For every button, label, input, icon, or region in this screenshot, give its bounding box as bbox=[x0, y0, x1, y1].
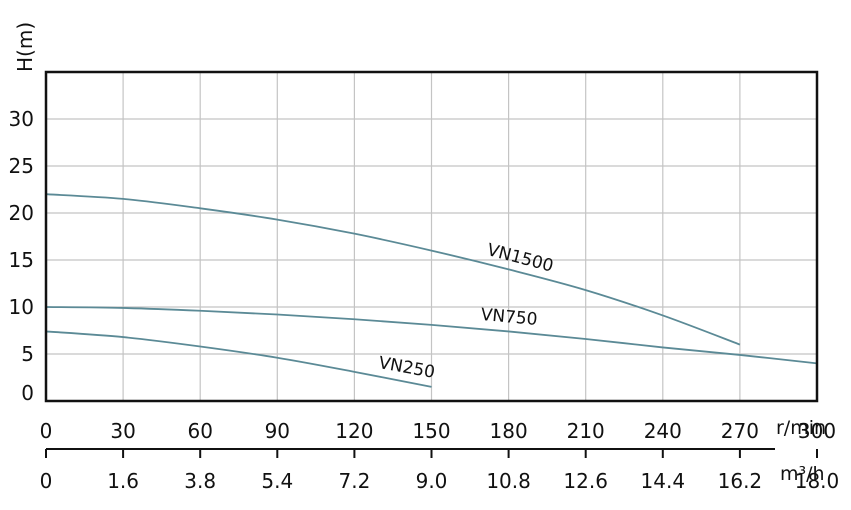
y-tick-label: 25 bbox=[9, 154, 34, 178]
curve-label-vn1500: VN1500 bbox=[485, 240, 555, 276]
y-tick-label: 5 bbox=[21, 342, 34, 366]
x-tick-label-flow: 14.4 bbox=[641, 469, 686, 493]
x-tick-label-flow: 7.2 bbox=[338, 469, 370, 493]
x-tick-label-rpm: 120 bbox=[335, 419, 373, 443]
x-tick-label-rpm: 180 bbox=[490, 419, 528, 443]
x-tick-label-flow: 16.2 bbox=[718, 469, 763, 493]
x-tick-label-rpm: 90 bbox=[265, 419, 290, 443]
x-tick-label-flow: 18.0 bbox=[795, 469, 840, 493]
plot-frame bbox=[44, 70, 819, 403]
y-tick-label: 10 bbox=[9, 295, 34, 319]
pump-curves bbox=[45, 193, 818, 388]
curve-vn750 bbox=[45, 306, 818, 365]
x-tick-label-rpm: 30 bbox=[110, 419, 135, 443]
curve-label-vn750: VN750 bbox=[480, 305, 538, 330]
x-tick-label-rpm: 240 bbox=[644, 419, 682, 443]
x-tick-label-rpm: 0 bbox=[40, 419, 53, 443]
x-axis-rpm-unit: r/min bbox=[776, 417, 826, 439]
x-tick-label-rpm: 60 bbox=[187, 419, 212, 443]
x-axis-rpm-ticks: 0 30 60 90 120 150 180 210 240 270 300 bbox=[40, 419, 836, 443]
y-tick-label: 15 bbox=[9, 248, 34, 272]
x-tick-label-rpm: 300 bbox=[798, 419, 836, 443]
curve-vn1500 bbox=[45, 193, 741, 346]
x-tick-label-flow: 1.6 bbox=[107, 469, 139, 493]
x-tick-label-rpm: 210 bbox=[567, 419, 605, 443]
x-tick-label-flow: 10.8 bbox=[486, 469, 531, 493]
x-tick-label-flow: 3.8 bbox=[184, 469, 216, 493]
x-tick-label-flow: 9.0 bbox=[416, 469, 448, 493]
y-axis-ticks: 0 5 10 15 20 25 30 bbox=[9, 107, 34, 405]
y-tick-label: 20 bbox=[9, 201, 34, 225]
y-tick-label: 0 bbox=[21, 381, 34, 405]
y-tick-label: 30 bbox=[9, 107, 34, 131]
x-tick-label-flow: 5.4 bbox=[261, 469, 293, 493]
x-axis-flow-unit: m³/h bbox=[780, 463, 825, 485]
y-axis-label: H(m) bbox=[13, 22, 37, 72]
x-tick-label-rpm: 270 bbox=[721, 419, 759, 443]
x-tick-label-rpm: 150 bbox=[412, 419, 450, 443]
grid-lines bbox=[46, 72, 818, 401]
x-tick-label-flow: 12.6 bbox=[563, 469, 608, 493]
x-axis-flow-ticks: 0 1.6 3.8 5.4 7.2 9.0 10.8 12.6 14.4 16.2 18.0 bbox=[40, 449, 840, 493]
curve-vn250 bbox=[45, 330, 432, 388]
x-tick-label-flow: 0 bbox=[40, 469, 53, 493]
